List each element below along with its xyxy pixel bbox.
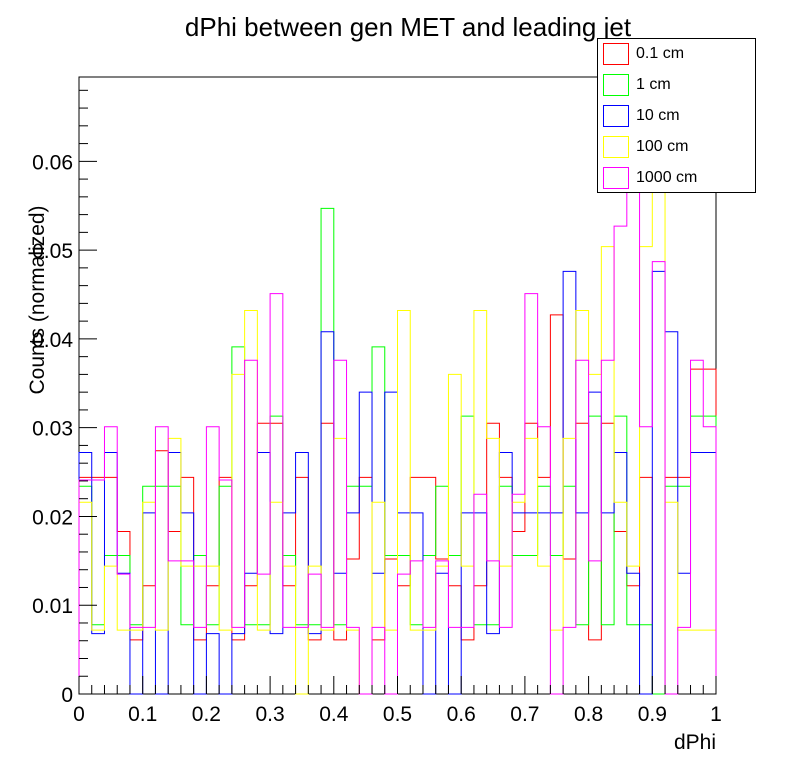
y-tick-label: 0 — [61, 684, 73, 707]
series-4-line — [78, 146, 717, 695]
legend: 0.1 cm 1 cm 10 cm 100 cm 1000 cm — [597, 38, 756, 193]
y-axis-label: Counts (normalized) — [26, 205, 49, 394]
legend-label: 100 cm — [636, 138, 689, 155]
y-tick-label: 0.03 — [32, 418, 73, 441]
legend-entry: 1 cm — [598, 70, 755, 100]
series-layer — [78, 146, 717, 695]
x-tick-label: 0.6 — [447, 703, 476, 726]
legend-swatch — [603, 43, 629, 65]
legend-entry: 0.1 cm — [598, 39, 755, 69]
legend-label: 1000 cm — [636, 169, 698, 186]
x-axis-label: dPhi — [674, 731, 716, 754]
series-3-line — [78, 181, 717, 695]
y-tick-label: 0.05 — [32, 240, 73, 263]
x-tick-label: 0.7 — [510, 703, 539, 726]
series-1-line — [78, 207, 717, 695]
legend-swatch — [603, 136, 629, 158]
legend-swatch — [603, 105, 629, 127]
x-tick-label: 0.4 — [319, 703, 349, 726]
y-tick-label: 0.06 — [32, 151, 73, 174]
legend-entry: 1000 cm — [598, 163, 755, 193]
x-tick-label: 0.8 — [574, 703, 603, 726]
chart-title: dPhi between gen MET and leading jet — [185, 12, 632, 42]
x-tick-label: 1 — [710, 703, 722, 726]
y-tick-label: 0.04 — [32, 329, 73, 352]
legend-entry: 100 cm — [598, 132, 755, 162]
series-2-line — [78, 270, 717, 695]
legend-label: 0.1 cm — [636, 45, 685, 62]
x-tick-label: 0.5 — [383, 703, 412, 726]
x-tick-label: 0.3 — [255, 703, 284, 726]
legend-swatch — [603, 74, 629, 96]
legend-label: 1 cm — [636, 76, 671, 93]
legend-swatch — [603, 167, 629, 189]
axes-layer: 0 0.1 0.2 0.3 0.4 0.5 0.6 0.7 0.8 0.9 1 0 0.01 0.02 0.… — [32, 89, 722, 726]
legend-label: 10 cm — [636, 107, 680, 124]
y-tick-label: 0.01 — [32, 595, 73, 618]
x-tick-label: 0.9 — [638, 703, 667, 726]
y-tick-label: 0.02 — [32, 506, 73, 529]
x-tick-label: 0.1 — [128, 703, 157, 726]
legend-entry: 10 cm — [598, 101, 755, 131]
x-tick-label: 0.2 — [192, 703, 221, 726]
x-tick-label: 0 — [73, 703, 85, 726]
